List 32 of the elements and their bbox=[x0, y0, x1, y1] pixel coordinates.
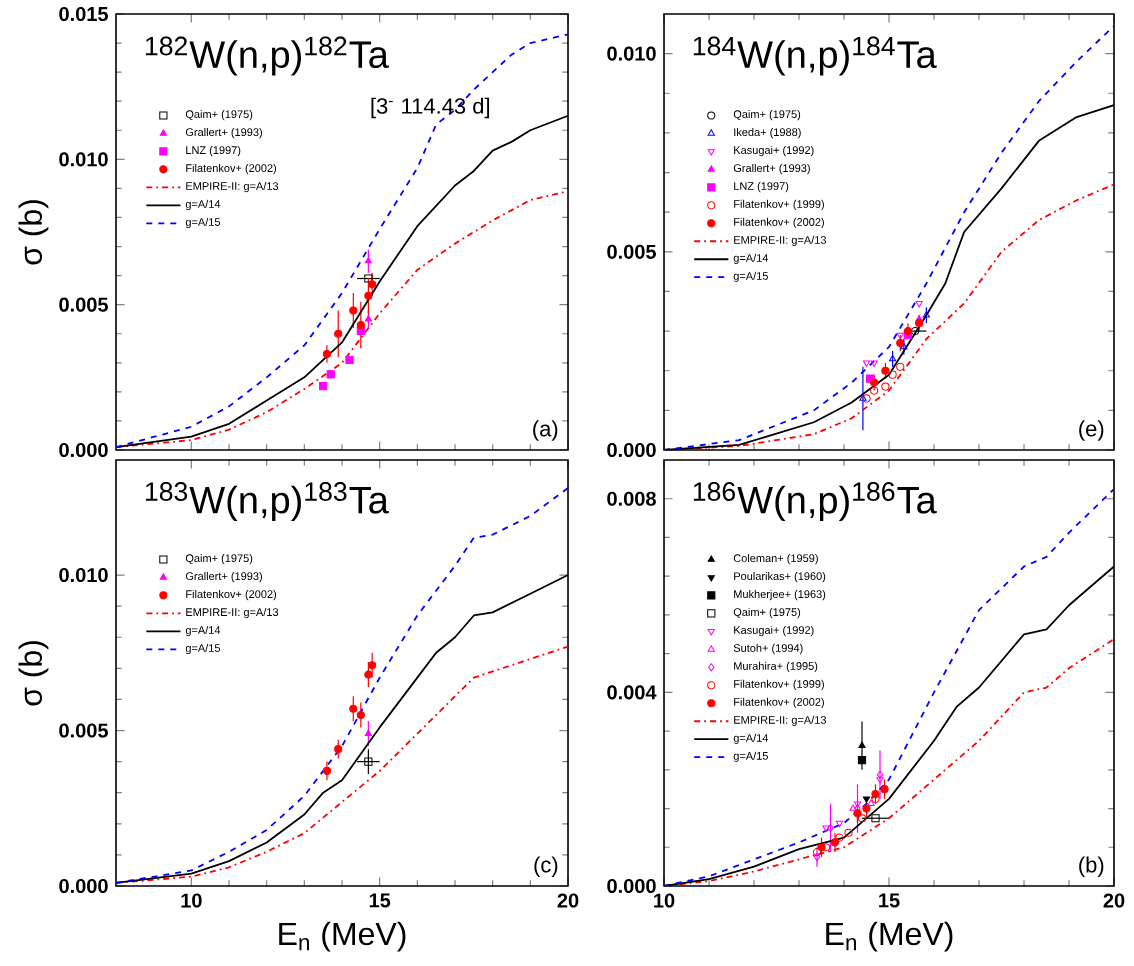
annotation: (e) bbox=[1079, 420, 1104, 441]
y-tick-label: 0.000 bbox=[59, 878, 108, 894]
text: $^{182}$W(n,p)$^{182}$Ta bbox=[145, 36, 389, 76]
y-axis-title: σ (b) bbox=[18, 641, 49, 706]
y-tick-label: 0.005 bbox=[607, 244, 656, 259]
y-axis-title: σ (b) bbox=[18, 200, 49, 265]
annotation: (c) bbox=[534, 856, 558, 877]
text: $^{186}$W(n,p)$^{186}$Ta bbox=[693, 482, 937, 522]
annotation: (a) bbox=[533, 420, 558, 441]
y-tick-label: 0.005 bbox=[59, 297, 108, 312]
y-tick-label: 0.000 bbox=[607, 878, 656, 894]
x-tick-label: 10 bbox=[654, 893, 675, 908]
y-tick-label: 0.005 bbox=[59, 723, 108, 738]
y-tick-label: 0.008 bbox=[607, 491, 656, 506]
text: $^{184}$W(n,p)$^{184}$Ta bbox=[693, 36, 937, 76]
x-tick-label: 15 bbox=[879, 893, 900, 908]
y-tick-label: 0.010 bbox=[607, 46, 656, 61]
x-axis-title: E$_{n}$ (MeV) bbox=[826, 921, 953, 952]
x-tick-label: 10 bbox=[181, 893, 202, 908]
y-tick-label: 0.015 bbox=[59, 6, 108, 22]
x-tick-label: 20 bbox=[1103, 893, 1125, 908]
annotation: [3$^{-}$ 114.43 d] bbox=[371, 97, 490, 119]
x-tick-label: 20 bbox=[557, 893, 579, 908]
y-tick-label: 0.004 bbox=[607, 685, 657, 700]
y-tick-label: 0.000 bbox=[607, 442, 656, 458]
x-axis-title: E$_{n}$ (MeV) bbox=[279, 921, 406, 952]
y-tick-label: 0.000 bbox=[59, 442, 108, 458]
annotation: (b) bbox=[1079, 856, 1104, 877]
text: $^{183}$W(n,p)$^{183}$Ta bbox=[145, 482, 389, 522]
x-tick-label: 15 bbox=[369, 893, 391, 908]
y-tick-label: 0.010 bbox=[59, 567, 108, 583]
y-tick-label: 0.010 bbox=[59, 152, 108, 167]
